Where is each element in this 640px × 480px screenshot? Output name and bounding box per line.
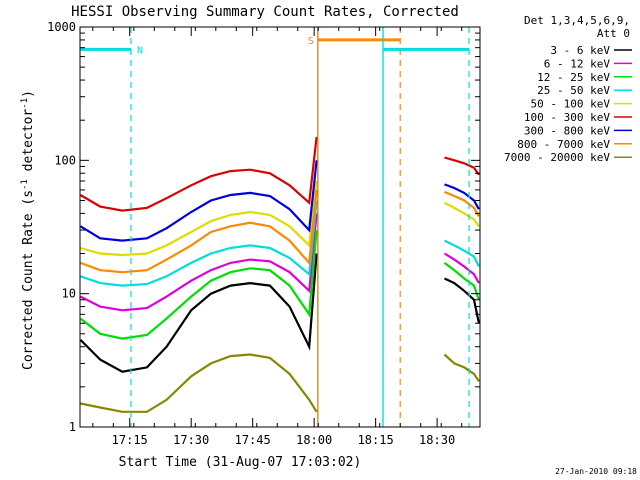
series-line-after-gap — [443, 262, 480, 301]
series-line-after-gap — [443, 252, 480, 284]
x-tick-label: 18:00 — [296, 433, 332, 447]
y-axis-ticks: 1 10 100 1000 — [47, 20, 480, 434]
x-tick-label: 17:30 — [173, 433, 209, 447]
y-axis-label: Corrected Count Rate (s-1 detector-1) — [20, 90, 36, 370]
flag-label: N — [137, 45, 143, 56]
observation-markers: NS — [80, 27, 470, 427]
y-tick-label: 10 — [62, 287, 76, 301]
y-axis-label-end: ) — [21, 90, 36, 98]
y-axis-label-mid: detector — [21, 109, 36, 180]
series-line — [80, 353, 318, 413]
y-tick-label: 1 — [69, 420, 76, 434]
legend-label: 300 - 800 keV — [524, 124, 610, 137]
series-line — [80, 200, 318, 287]
legend-label: 25 - 50 keV — [537, 84, 610, 97]
legend-label: 3 - 6 keV — [550, 44, 610, 57]
y-tick-label: 1000 — [47, 20, 76, 34]
series-line-after-gap — [444, 239, 480, 267]
series-line — [79, 230, 318, 340]
series-line — [79, 160, 318, 242]
series-line-after-gap — [443, 201, 480, 227]
legend-header-line: Det 1,3,4,5,6,9, — [524, 14, 630, 27]
series-line-after-gap — [444, 156, 480, 176]
y-axis-label-sup2: -1 — [20, 98, 30, 109]
series-line — [80, 180, 318, 257]
legend-header-line: Att 0 — [597, 27, 630, 40]
series-line-after-gap — [444, 183, 480, 210]
series-lines — [79, 136, 480, 413]
x-tick-label: 18:30 — [419, 433, 455, 447]
series-line — [79, 136, 318, 212]
legend-label: 50 - 100 keV — [531, 98, 611, 111]
series-line — [79, 253, 318, 373]
series-line-after-gap — [444, 190, 480, 217]
chart-title: HESSI Observing Summary Count Rates, Cor… — [71, 4, 459, 20]
legend-label: 800 - 7000 keV — [517, 138, 610, 151]
plot-area: NS — [79, 27, 480, 427]
legend-label: 6 - 12 keV — [544, 57, 611, 70]
generation-timestamp: 27-Jan-2010 09:18 — [555, 467, 637, 476]
plot-frame — [79, 26, 481, 428]
x-tick-label: 17:15 — [112, 433, 148, 447]
x-tick-label: 17:45 — [235, 433, 271, 447]
x-axis-label: Start Time (31-Aug-07 17:03:02) — [119, 455, 362, 470]
series-line-after-gap — [444, 277, 480, 324]
legend-label: 100 - 300 keV — [524, 111, 610, 124]
flag-label: S — [308, 36, 314, 47]
series-line — [80, 189, 318, 274]
series-line-after-gap — [443, 353, 480, 382]
legend-label: 7000 - 20000 keV — [504, 151, 610, 164]
y-axis-label-main: Corrected Count Rate (s — [21, 190, 36, 370]
y-tick-label: 100 — [54, 153, 76, 167]
legend-label: 12 - 25 keV — [537, 71, 610, 84]
series-line — [80, 213, 318, 312]
x-axis-ticks: 17:15 17:30 17:45 18:00 18:15 18:30 — [92, 27, 463, 447]
legend-header: Det 1,3,4,5,6,9,Att 0 — [524, 14, 630, 40]
x-tick-label: 18:15 — [358, 433, 394, 447]
y-axis-label-sup1: -1 — [20, 179, 30, 190]
